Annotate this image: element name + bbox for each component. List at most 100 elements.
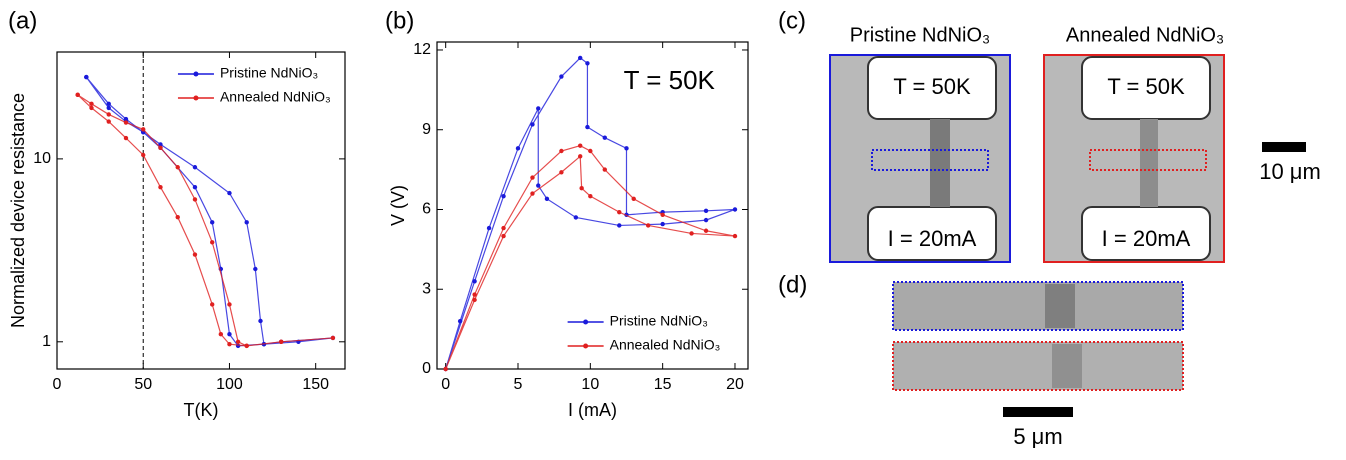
data-point (588, 193, 593, 199)
data-point (585, 61, 590, 66)
data-point (106, 105, 111, 111)
panel-label: (c) (778, 7, 806, 34)
data-point (645, 223, 651, 228)
annotation: T = 50K (624, 65, 716, 95)
data-point (472, 297, 477, 303)
data-point (210, 240, 215, 245)
data-point (602, 167, 607, 172)
data-point (617, 223, 622, 228)
data-point (732, 207, 738, 212)
data-point (192, 185, 198, 190)
data-point (579, 186, 584, 191)
data-point (585, 124, 590, 130)
data-point (602, 135, 607, 140)
panel-label: (b) (385, 7, 414, 34)
data-point (192, 165, 198, 170)
legend-swatch (583, 343, 589, 349)
x-tick-label: 150 (302, 376, 329, 393)
micrograph (1043, 54, 1225, 263)
data-point (235, 339, 241, 344)
data-point (578, 55, 583, 61)
data-point (89, 101, 94, 107)
image-annotation: I = 20mA (1102, 226, 1191, 251)
data-point (158, 142, 163, 147)
data-point (530, 122, 535, 127)
data-point (501, 233, 506, 239)
data-point (244, 220, 249, 225)
image-title: Annealed NdNiO₃ (1066, 24, 1224, 46)
x-axis-label: T(K) (184, 400, 219, 420)
data-point (175, 165, 180, 170)
y-tick-label: 3 (422, 280, 431, 297)
data-point (544, 196, 550, 202)
series-line (85, 76, 333, 347)
data-point (84, 74, 89, 80)
data-point (660, 221, 665, 227)
data-point (472, 279, 477, 284)
y-axis-label: Normalized device resistance (8, 93, 28, 328)
data-point (123, 120, 129, 125)
data-point (559, 148, 564, 154)
y-tick-label: 9 (422, 121, 431, 138)
micrograph-strip (892, 281, 1184, 391)
data-point (175, 214, 180, 220)
data-point (703, 217, 709, 223)
legend-swatch (193, 95, 199, 101)
image-annotation: T = 50K (893, 74, 971, 99)
data-point (244, 343, 249, 349)
scale-label: 5 μm (1013, 424, 1062, 449)
y-tick-label: 12 (413, 41, 431, 58)
data-point (192, 252, 198, 257)
data-point (227, 342, 232, 347)
legend-label: Pristine NdNiO₃ (220, 65, 318, 81)
y-tick-label: 0 (422, 360, 431, 377)
data-point (330, 335, 336, 341)
data-point (123, 135, 129, 141)
data-point (573, 215, 579, 220)
image-title: Pristine NdNiO₃ (850, 24, 990, 46)
data-point (210, 220, 215, 225)
data-point (141, 152, 146, 158)
plot-frame (56, 51, 346, 370)
legend-label: Annealed NdNiO₃ (610, 337, 721, 353)
data-point (210, 302, 215, 307)
data-point (703, 228, 709, 233)
scale-label: 10 μm (1259, 159, 1321, 184)
data-point (253, 266, 258, 272)
data-point (536, 183, 541, 188)
data-point (278, 339, 284, 344)
y-axis-label: V (V) (388, 185, 408, 226)
x-tick-label: 10 (581, 376, 599, 393)
data-point (192, 197, 198, 202)
data-point (218, 332, 224, 337)
data-point (588, 148, 593, 154)
data-point (559, 74, 564, 79)
data-point (106, 101, 111, 107)
data-point (158, 145, 163, 150)
data-point (141, 127, 146, 132)
data-point (89, 105, 94, 111)
data-point (536, 106, 541, 111)
x-tick-label: 0 (441, 376, 450, 393)
series-line (77, 94, 333, 347)
panel-label: (d) (778, 271, 807, 298)
data-point (486, 225, 492, 231)
data-point (559, 170, 564, 175)
image-annotation: T = 50K (1107, 74, 1185, 99)
data-point (106, 112, 111, 117)
data-point (158, 185, 163, 190)
data-point (617, 209, 622, 215)
data-point (472, 292, 477, 297)
x-tick-label: 15 (654, 376, 672, 393)
data-point (578, 154, 583, 159)
data-point (631, 196, 636, 202)
data-point (703, 208, 709, 214)
x-tick-label: 0 (53, 376, 62, 393)
micrograph (829, 54, 1011, 263)
image-annotation: I = 20mA (888, 226, 977, 251)
data-point (443, 366, 448, 372)
legend-swatch (583, 319, 589, 325)
data-point (501, 225, 506, 231)
data-point (530, 191, 535, 196)
